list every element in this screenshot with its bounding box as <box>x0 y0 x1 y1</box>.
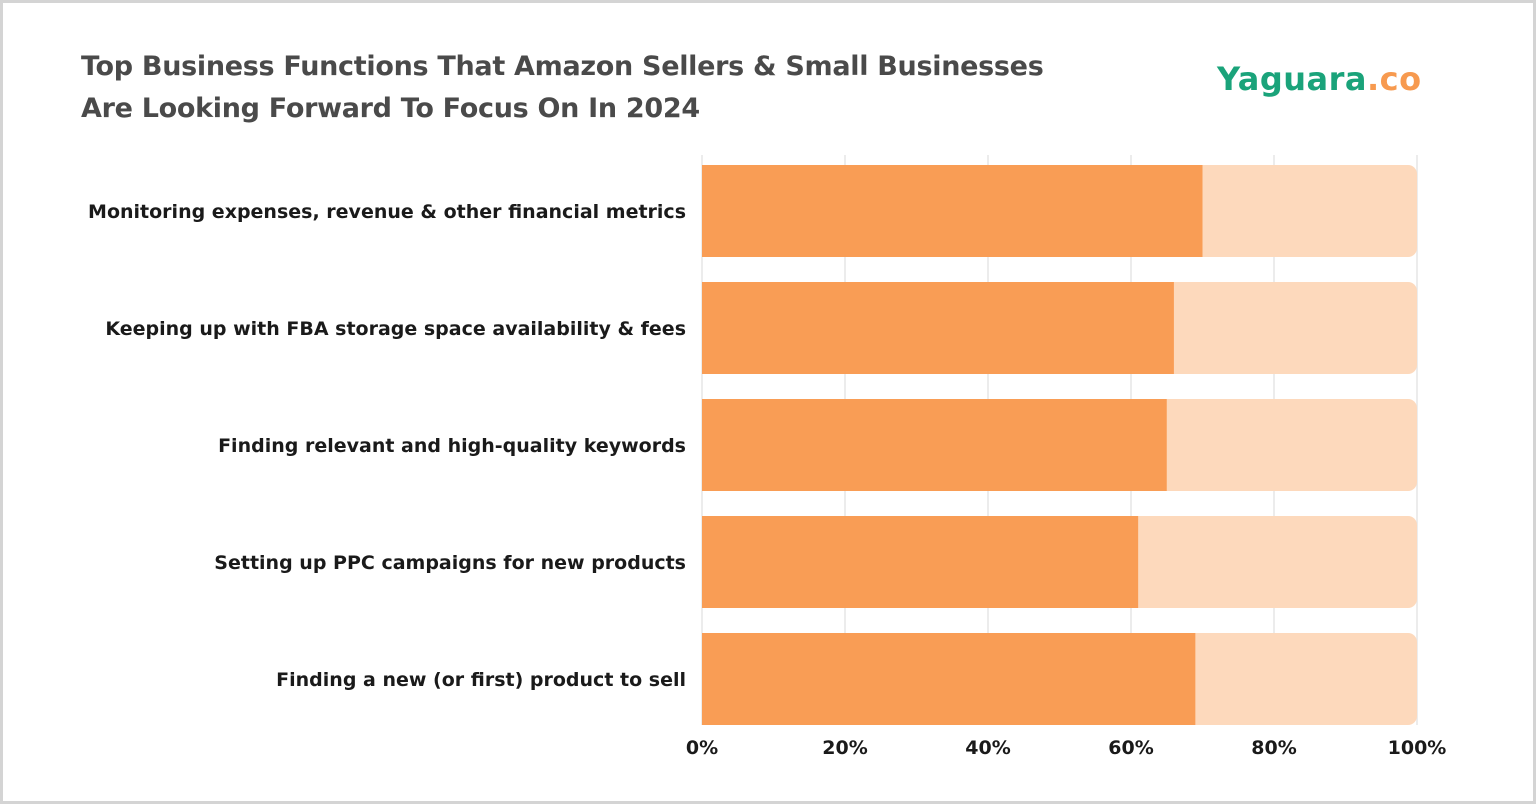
logo-suffix: .co <box>1366 60 1422 98</box>
yaguara-logo: Yaguara.co <box>1217 60 1422 98</box>
x-tick-label: 20% <box>822 737 867 759</box>
x-tick-label: 60% <box>1108 737 1153 759</box>
bar <box>702 282 1174 374</box>
title-line-2: Are Looking Forward To Focus On In 2024 <box>81 93 700 124</box>
category-label: Finding relevant and high-quality keywor… <box>218 435 686 457</box>
x-tick-label: 80% <box>1251 737 1296 759</box>
category-label: Setting up PPC campaigns for new product… <box>214 552 686 574</box>
category-label: Monitoring expenses, revenue & other fin… <box>88 201 686 223</box>
chart-title: Top Business Functions That Amazon Selle… <box>81 46 1044 130</box>
bar <box>702 399 1167 491</box>
category-label: Finding a new (or first) product to sell <box>276 669 686 691</box>
x-tick-label: 100% <box>1388 737 1447 759</box>
bar <box>702 633 1196 725</box>
category-label: Keeping up with FBA storage space availa… <box>105 318 686 340</box>
x-tick-label: 0% <box>686 737 718 759</box>
x-tick-label: 40% <box>965 737 1010 759</box>
bar <box>702 165 1203 257</box>
logo-main: Yaguara <box>1217 60 1367 98</box>
title-line-1: Top Business Functions That Amazon Selle… <box>81 51 1044 82</box>
bar <box>702 516 1139 608</box>
